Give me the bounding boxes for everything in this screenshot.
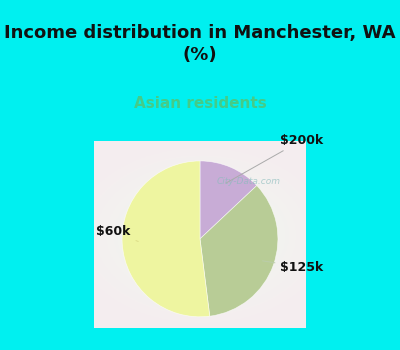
Wedge shape xyxy=(200,161,257,239)
Text: $200k: $200k xyxy=(226,134,324,183)
Text: $60k: $60k xyxy=(96,225,138,242)
Text: $125k: $125k xyxy=(262,261,324,274)
Wedge shape xyxy=(122,161,210,317)
Wedge shape xyxy=(200,186,278,316)
Text: Income distribution in Manchester, WA
(%): Income distribution in Manchester, WA (%… xyxy=(4,24,396,64)
Text: Asian residents: Asian residents xyxy=(134,96,266,111)
Text: City-Data.com: City-Data.com xyxy=(217,177,281,186)
